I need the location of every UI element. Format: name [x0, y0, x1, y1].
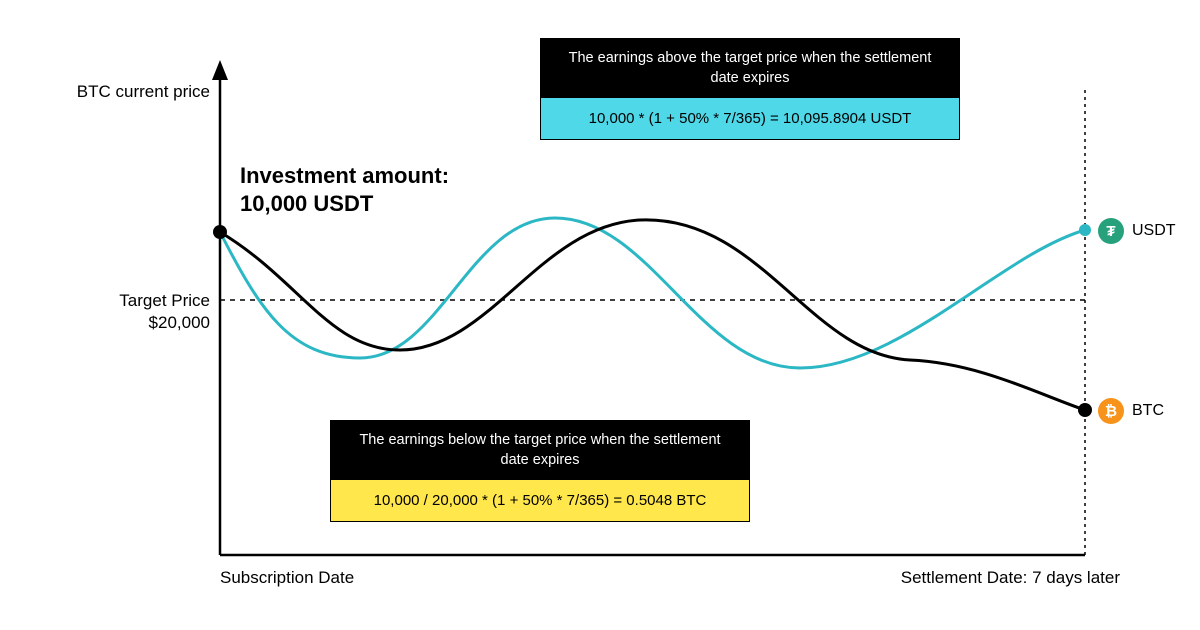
btc-icon: ₿ — [1098, 398, 1124, 424]
callout-above-target: The earnings above the target price when… — [540, 38, 960, 140]
callout-below-header: The earnings below the target price when… — [331, 421, 749, 480]
callout-above-formula: 10,000 * (1 + 50% * 7/365) = 10,095.8904… — [541, 98, 959, 139]
callout-below-formula: 10,000 / 20,000 * (1 + 50% * 7/365) = 0.… — [331, 480, 749, 521]
chart-container: BTC current price Target Price$20,000 In… — [0, 0, 1200, 630]
target-price-label: Target Price$20,000 — [90, 290, 210, 334]
x-axis-label-subscription: Subscription Date — [220, 568, 354, 588]
usdt-icon: ₮ — [1098, 218, 1124, 244]
y-axis-label: BTC current price — [40, 82, 210, 102]
legend-usdt-label: USDT — [1132, 222, 1176, 240]
legend-btc-label: BTC — [1132, 402, 1164, 420]
investment-amount-title: Investment amount:10,000 USDT — [240, 162, 449, 217]
callout-above-header: The earnings above the target price when… — [541, 39, 959, 98]
curve-usdt — [220, 218, 1085, 368]
legend-usdt: ₮ USDT — [1098, 218, 1176, 244]
legend-btc: ₿ BTC — [1098, 398, 1164, 424]
callout-below-target: The earnings below the target price when… — [330, 420, 750, 522]
y-axis-arrowhead — [212, 60, 228, 80]
curve-btc-endpoint — [1078, 403, 1092, 417]
start-point — [213, 225, 227, 239]
curve-btc — [220, 220, 1085, 410]
curve-usdt-endpoint — [1079, 224, 1091, 236]
x-axis-label-settlement: Settlement Date: 7 days later — [901, 568, 1120, 588]
